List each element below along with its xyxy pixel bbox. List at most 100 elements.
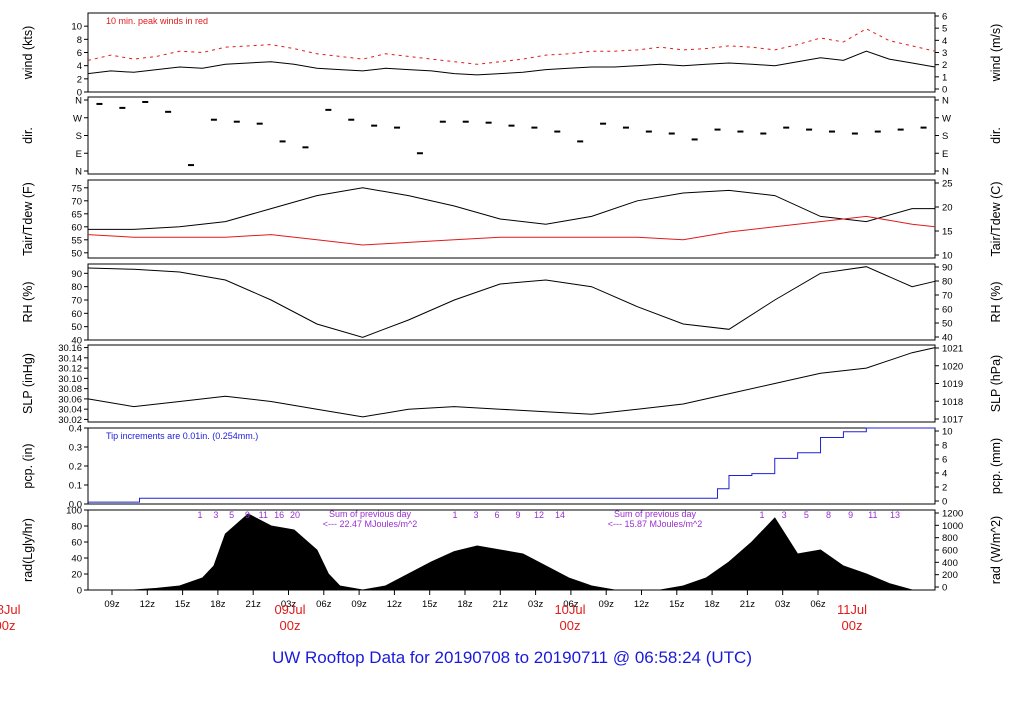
y-tick-label: 30.14: [58, 353, 82, 364]
y-tick-label: 30.10: [58, 374, 82, 385]
y-tick-label: 55: [71, 235, 82, 246]
x-tick-label: 18z: [210, 599, 226, 610]
hour-marker: 3: [473, 510, 478, 520]
daily-sum-title: Sum of previous day: [614, 509, 697, 519]
y-tick-label: 30.04: [58, 405, 82, 416]
y2-tick-label: 1018: [942, 397, 963, 408]
dir-point: [416, 152, 423, 155]
y2-tick-label: 3: [942, 48, 947, 59]
y-tick-label: 80: [71, 522, 82, 533]
y2-tick-label: 1: [942, 72, 947, 83]
y2-tick-label: 20: [942, 203, 953, 214]
x-tick-label: 09z: [104, 599, 120, 610]
y-axis-label: dir.: [21, 127, 35, 144]
y-tick-label: 30.02: [58, 415, 82, 426]
day-label: 11Jul: [837, 602, 867, 617]
day-label: 08Jul: [0, 602, 21, 617]
dir-point: [233, 120, 240, 123]
panel-rad: [84, 509, 939, 591]
hour-marker: 20: [290, 510, 300, 520]
dir-point: [485, 121, 492, 124]
dir-point: [531, 126, 538, 129]
dir-point: [279, 140, 286, 143]
y2-tick-label: S: [942, 131, 948, 142]
series-line-temp-0: [88, 187, 935, 230]
dir-point: [737, 130, 744, 133]
series-line-rh-0: [87, 266, 936, 338]
day-label: 09Jul: [274, 602, 305, 617]
hour-marker: 9: [848, 510, 853, 520]
y2-tick-label: 6: [942, 12, 947, 23]
hour-marker: 12: [534, 510, 544, 520]
hour-marker: 3: [782, 510, 787, 520]
dir-point: [760, 132, 767, 135]
y2-tick-label: 40: [942, 333, 953, 344]
panel-wind: [84, 12, 939, 93]
daily-sum-title: Sum of previous day: [329, 509, 412, 519]
y2-tick-label: W: [942, 113, 951, 124]
x-tick-label: 12z: [387, 599, 403, 610]
hour-marker: 3: [213, 510, 218, 520]
y-axis-label: RH (%): [21, 282, 35, 323]
x-tick-label: 03z: [775, 599, 791, 610]
y-tick-label: S: [76, 131, 82, 142]
y-tick-label: W: [73, 113, 82, 124]
y2-tick-label: 1000: [942, 521, 963, 532]
y2-tick-label: 70: [942, 291, 953, 302]
y2-tick-label: 4: [942, 36, 947, 47]
dir-point: [920, 126, 927, 129]
y2-tick-label: 6: [942, 455, 947, 466]
x-tick-label: 03z: [528, 599, 544, 610]
y-tick-label: 30.16: [58, 343, 82, 354]
y2-tick-label: 0: [942, 85, 947, 96]
panel-frame: [87, 344, 936, 423]
y-tick-label: 2: [77, 74, 82, 85]
dir-point: [668, 132, 675, 135]
y2-axis-label: RH (%): [989, 282, 1003, 323]
series-line-slp-0: [87, 347, 936, 418]
x-tick-label: 12z: [634, 599, 650, 610]
y-tick-label: N: [75, 96, 82, 107]
dir-point: [165, 110, 172, 113]
panel-annotation: Tip increments are 0.01in. (0.254mm.): [106, 431, 258, 441]
y-tick-label: 50: [71, 248, 82, 259]
hour-marker: 1: [197, 510, 202, 520]
dir-point: [806, 128, 813, 131]
y-tick-label: 0: [77, 586, 82, 597]
dir-point: [119, 106, 126, 109]
page-title: UW Rooftop Data for 20190708 to 20190711…: [271, 648, 752, 667]
y2-axis-label: rad (W/m^2): [989, 516, 1003, 584]
y2-tick-label: 800: [942, 533, 958, 544]
x-tick-label: 03z: [281, 599, 297, 610]
series-line-wind-0: [87, 50, 936, 76]
y-tick-label: 10: [71, 22, 82, 33]
dir-point: [714, 128, 721, 131]
y2-tick-label: 80: [942, 277, 953, 288]
hour-marker: 9: [515, 510, 520, 520]
y2-tick-label: 10: [942, 251, 953, 262]
hour-marker: 6: [494, 510, 499, 520]
dir-point: [645, 130, 652, 133]
y-axis-label: rad(Lgly/hr): [21, 518, 35, 582]
y2-tick-label: 5: [942, 24, 947, 35]
dir-point: [142, 100, 149, 103]
y2-tick-label: 0: [942, 497, 947, 508]
x-tick-label: 18z: [457, 599, 473, 610]
series-line-wind-1: [87, 28, 936, 65]
dir-point: [577, 140, 584, 143]
y2-tick-label: 15: [942, 227, 953, 238]
y2-tick-label: 400: [942, 558, 958, 569]
y2-tick-label: 50: [942, 319, 953, 330]
y-tick-label: 20: [71, 570, 82, 581]
y2-axis-label: dir.: [989, 127, 1003, 144]
panel-frame: [87, 12, 936, 93]
hour-marker: 1: [452, 510, 457, 520]
hour-marker: 1: [759, 510, 764, 520]
x-tick-label: 21z: [740, 599, 756, 610]
day-label: 10Jul: [554, 602, 585, 617]
y2-tick-label: 25: [942, 179, 953, 190]
y-tick-label: 30.06: [58, 394, 82, 405]
y-tick-label: 40: [71, 336, 82, 347]
y-tick-label: 0.2: [69, 462, 82, 473]
dir-point: [783, 126, 790, 129]
